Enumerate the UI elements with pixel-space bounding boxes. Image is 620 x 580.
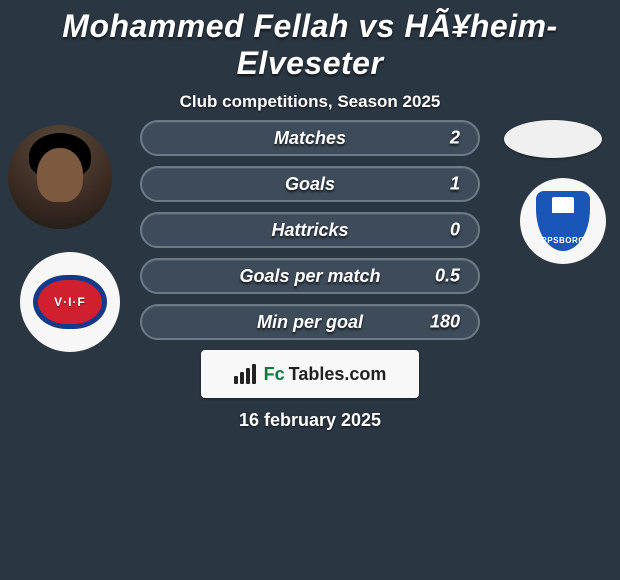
player-right-avatar-placeholder [504, 120, 602, 158]
vif-crest-text: V·I·F [54, 295, 86, 309]
stat-label: Matches [274, 128, 346, 149]
stat-value: 2 [450, 128, 460, 149]
stats-column: Matches 2 Goals 1 Hattricks 0 Goals per … [140, 120, 480, 350]
stat-value: 0 [450, 220, 460, 241]
stat-row-goals-per-match: Goals per match 0.5 [140, 258, 480, 294]
infographic-root: Mohammed Fellah vs HÃ¥heim-Elveseter Clu… [0, 0, 620, 580]
chart-bars-icon [234, 364, 256, 384]
stat-label: Goals per match [239, 266, 380, 287]
stat-value: 1 [450, 174, 460, 195]
infographic-date: 16 february 2025 [0, 410, 620, 431]
brand-prefix: Fc [264, 364, 285, 385]
club-left-badge: V·I·F [20, 252, 120, 352]
club-right-badge: RPSBORG [520, 178, 606, 264]
stat-value: 180 [430, 312, 460, 333]
stat-label: Hattricks [271, 220, 348, 241]
player-left-avatar [8, 125, 112, 229]
sarpsborg-shield-icon: RPSBORG [536, 191, 590, 251]
sarpsborg-shield-text: RPSBORG [541, 236, 585, 245]
vif-crest-icon: V·I·F [35, 277, 105, 327]
stat-row-matches: Matches 2 [140, 120, 480, 156]
stat-label: Goals [285, 174, 335, 195]
page-subtitle: Club competitions, Season 2025 [0, 92, 620, 112]
stat-value: 0.5 [435, 266, 460, 287]
stat-row-goals: Goals 1 [140, 166, 480, 202]
stat-row-hattricks: Hattricks 0 [140, 212, 480, 248]
stat-label: Min per goal [257, 312, 363, 333]
brand-attribution: FcTables.com [201, 350, 419, 398]
page-title: Mohammed Fellah vs HÃ¥heim-Elveseter [0, 0, 620, 82]
stat-row-min-per-goal: Min per goal 180 [140, 304, 480, 340]
brand-suffix: Tables.com [289, 364, 387, 385]
